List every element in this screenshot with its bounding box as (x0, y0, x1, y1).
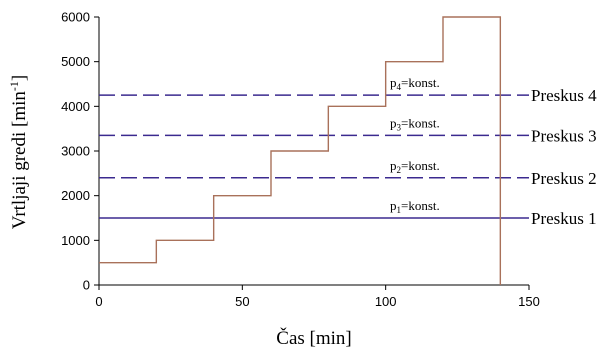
reference-note-subscript: 3 (397, 122, 402, 132)
reference-note-4: p4=konst. (390, 75, 440, 92)
reference-note-subscript: 2 (397, 165, 402, 175)
series-line-1 (99, 16, 502, 285)
y-axis-title-end: ] (9, 75, 30, 81)
reference-note-2: p2=konst. (390, 158, 440, 175)
x-tick-label: 150 (518, 294, 540, 309)
labels-layer: Preskus 1p1=konst.Preskus 2p2=konst.Pres… (390, 75, 597, 228)
reference-note-suffix: =konst. (401, 198, 440, 213)
x-tick-label: 100 (375, 294, 397, 309)
reference-note-subscript: 1 (397, 205, 402, 215)
y-tick-label: 6000 (61, 10, 90, 25)
reference-note-prefix: p (390, 75, 397, 90)
reference-note-suffix: =konst. (401, 158, 440, 173)
reference-note-prefix: p (390, 115, 397, 130)
reference-label-2: Preskus 2 (531, 169, 597, 188)
y-tick-label: 4000 (61, 99, 90, 114)
y-tick-label: 3000 (61, 144, 90, 159)
series-layer (99, 16, 502, 285)
reference-note-subscript: 4 (397, 82, 402, 92)
reference-label-3: Preskus 3 (531, 126, 597, 145)
y-axis-title: Vrtljaji gredi [min-1] (7, 75, 30, 230)
y-axis-title-main: Vrtljaji gredi [min (9, 91, 30, 230)
reference-note-suffix: =konst. (401, 115, 440, 130)
reference-note-1: p1=konst. (390, 198, 440, 215)
y-tick-label: 2000 (61, 188, 90, 203)
reference-note-prefix: p (390, 158, 397, 173)
y-tick-label: 5000 (61, 54, 90, 69)
x-axis-title: Čas [min] (276, 327, 351, 349)
y-tick-label: 1000 (61, 233, 90, 248)
reference-note-suffix: =konst. (401, 75, 440, 90)
reference-label-4: Preskus 4 (531, 86, 597, 105)
x-tick-label: 50 (235, 294, 249, 309)
y-tick-label: 0 (83, 278, 90, 293)
reference-note-prefix: p (390, 198, 397, 213)
reference-note-3: p3=konst. (390, 115, 440, 132)
y-axis-title-sup: -1 (7, 81, 21, 91)
axes: 0 1000 2000 3000 4000 5000 6000 0 50 100 150 (61, 10, 540, 310)
reference-label-1: Preskus 1 (531, 209, 597, 228)
x-tick-label: 0 (95, 294, 102, 309)
reference-lines (99, 94, 529, 219)
